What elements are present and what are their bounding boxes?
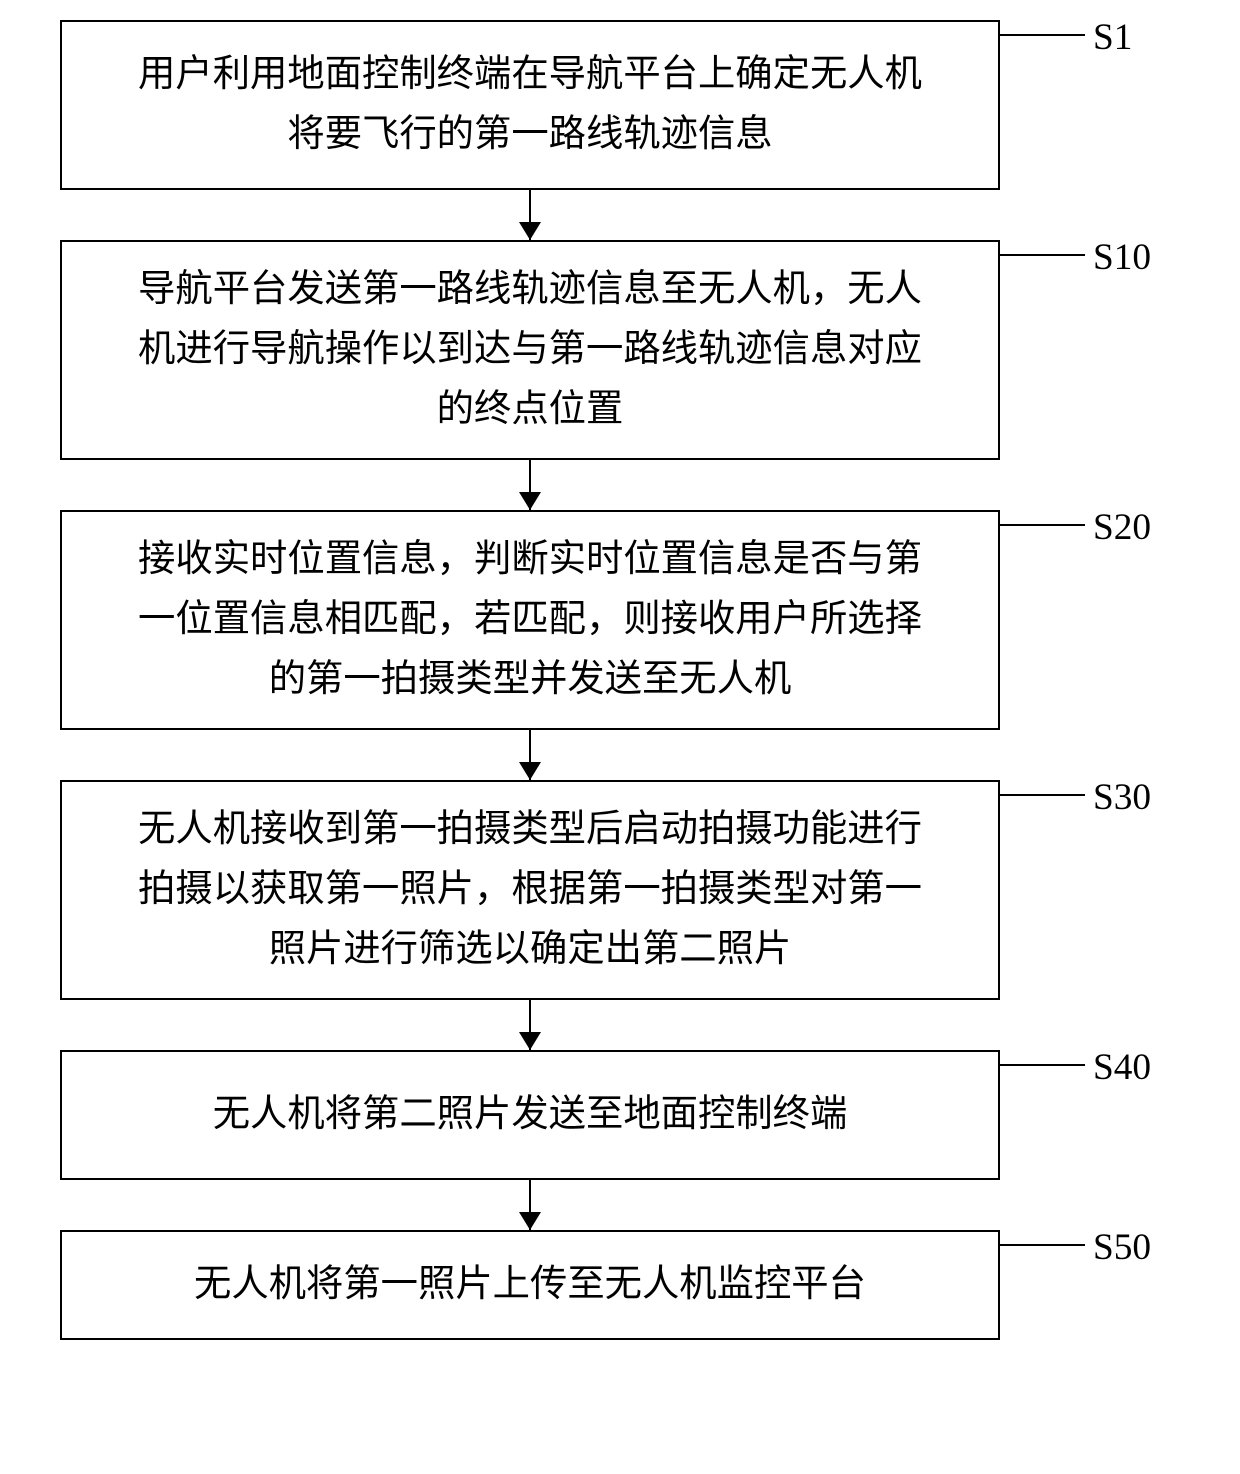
flowchart-step: 无人机将第二照片发送至地面控制终端 S40 — [60, 1050, 1180, 1180]
step-label-s10: S10 — [1093, 236, 1151, 279]
arrow — [60, 1000, 1000, 1050]
arrow — [60, 730, 1000, 780]
label-connector — [1000, 524, 1085, 526]
flowchart-step: 导航平台发送第一路线轨迹信息至无人机，无人 机进行导航操作以到达与第一路线轨迹信… — [60, 240, 1180, 460]
label-connector — [1000, 1244, 1085, 1246]
flowchart-step: 用户利用地面控制终端在导航平台上确定无人机 将要飞行的第一路线轨迹信息 S1 — [60, 20, 1180, 190]
step-box-s40: 无人机将第二照片发送至地面控制终端 — [60, 1050, 1000, 1180]
step-text: 无人机将第二照片发送至地面控制终端 — [213, 1085, 848, 1145]
flowchart-container: 用户利用地面控制终端在导航平台上确定无人机 将要飞行的第一路线轨迹信息 S1 导… — [60, 20, 1180, 1340]
arrow — [60, 460, 1000, 510]
step-text: 接收实时位置信息，判断实时位置信息是否与第 一位置信息相匹配，若匹配，则接收用户… — [138, 530, 922, 709]
arrow — [60, 1180, 1000, 1230]
flowchart-step: 接收实时位置信息，判断实时位置信息是否与第 一位置信息相匹配，若匹配，则接收用户… — [60, 510, 1180, 730]
step-label-s40: S40 — [1093, 1046, 1151, 1089]
step-label-s30: S30 — [1093, 776, 1151, 819]
step-text: 无人机接收到第一拍摄类型后启动拍摄功能进行 拍摄以获取第一照片，根据第一拍摄类型… — [138, 800, 922, 979]
step-label-s50: S50 — [1093, 1226, 1151, 1269]
label-connector — [1000, 254, 1085, 256]
step-box-s20: 接收实时位置信息，判断实时位置信息是否与第 一位置信息相匹配，若匹配，则接收用户… — [60, 510, 1000, 730]
step-text: 用户利用地面控制终端在导航平台上确定无人机 将要飞行的第一路线轨迹信息 — [138, 45, 922, 164]
step-box-s50: 无人机将第一照片上传至无人机监控平台 — [60, 1230, 1000, 1340]
label-connector — [1000, 1064, 1085, 1066]
step-box-s30: 无人机接收到第一拍摄类型后启动拍摄功能进行 拍摄以获取第一照片，根据第一拍摄类型… — [60, 780, 1000, 1000]
arrow — [60, 190, 1000, 240]
step-box-s10: 导航平台发送第一路线轨迹信息至无人机，无人 机进行导航操作以到达与第一路线轨迹信… — [60, 240, 1000, 460]
flowchart-step: 无人机将第一照片上传至无人机监控平台 S50 — [60, 1230, 1180, 1340]
step-label-s1: S1 — [1093, 16, 1132, 59]
step-label-s20: S20 — [1093, 506, 1151, 549]
flowchart-step: 无人机接收到第一拍摄类型后启动拍摄功能进行 拍摄以获取第一照片，根据第一拍摄类型… — [60, 780, 1180, 1000]
step-box-s1: 用户利用地面控制终端在导航平台上确定无人机 将要飞行的第一路线轨迹信息 — [60, 20, 1000, 190]
label-connector — [1000, 794, 1085, 796]
step-text: 导航平台发送第一路线轨迹信息至无人机，无人 机进行导航操作以到达与第一路线轨迹信… — [138, 260, 922, 439]
step-text: 无人机将第一照片上传至无人机监控平台 — [194, 1255, 866, 1315]
label-connector — [1000, 34, 1085, 36]
